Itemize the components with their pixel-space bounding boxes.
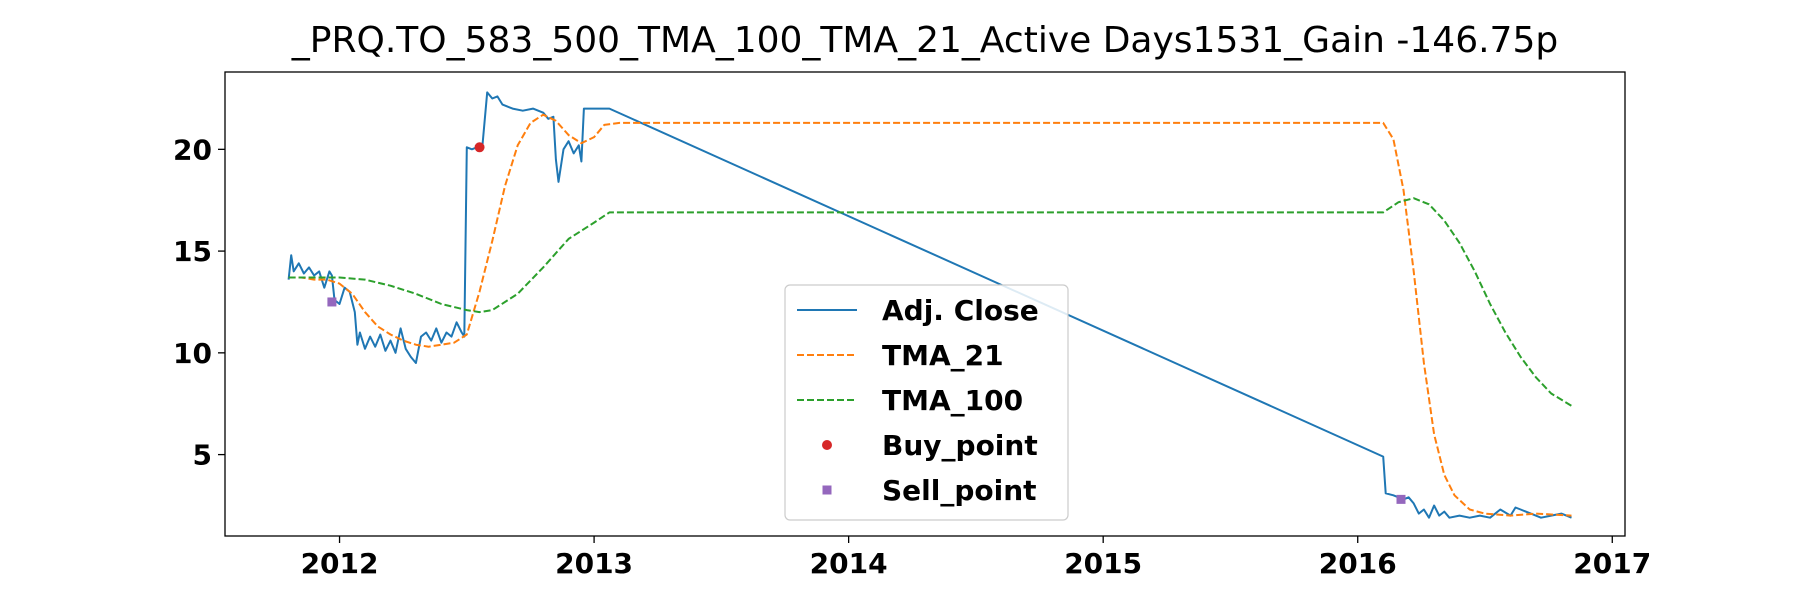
series-line-tma-100	[288, 197, 1573, 407]
plot-frame	[224, 71, 1626, 537]
legend-label: Adj. Close	[882, 294, 1039, 327]
legend: Adj. Close TMA_21 TMA_100 Buy_point Sell_poi…	[784, 284, 1069, 521]
series-line-adj-close	[287, 91, 1572, 519]
legend-swatch	[822, 485, 832, 495]
marker-sell-point	[1396, 494, 1406, 504]
x-tick-label: 2014	[810, 547, 888, 580]
legend-swatch	[822, 440, 832, 450]
legend-label: Sell_point	[882, 474, 1037, 507]
chart-title: _PRQ.TO_583_500_TMA_100_TMA_21_Active Da…	[291, 20, 1558, 61]
legend-label: TMA_100	[882, 384, 1023, 417]
plot-area	[287, 91, 1573, 519]
x-tick-label: 2015	[1064, 547, 1142, 580]
y-tick-label: 20	[173, 133, 212, 166]
legend-label: Buy_point	[882, 429, 1038, 462]
marker-buy-point	[474, 142, 485, 153]
y-tick-label: 5	[193, 439, 212, 472]
x-tick-label: 2013	[555, 547, 633, 580]
axes: 2012 2013 2014 2015 2016 2017 5 10 15 20	[173, 133, 1651, 580]
x-tick-label: 2012	[301, 547, 379, 580]
y-tick-label: 15	[173, 235, 212, 268]
x-tick-label: 2017	[1573, 547, 1651, 580]
legend-box	[784, 284, 1069, 521]
marker-sell-point	[327, 297, 337, 307]
y-tick-label: 10	[173, 337, 212, 370]
series-line-tma-21	[288, 113, 1572, 517]
legend-label: TMA_21	[882, 339, 1004, 372]
x-tick-label: 2016	[1319, 547, 1397, 580]
